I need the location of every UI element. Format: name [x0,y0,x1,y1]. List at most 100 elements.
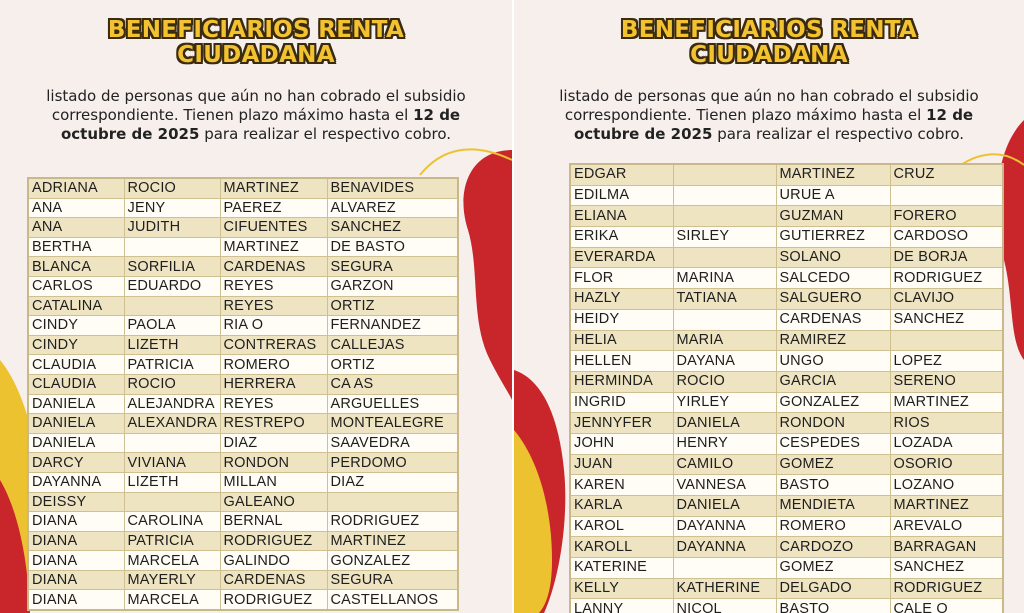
first-surname-cell: CARDENAS [219,256,328,277]
title-line-1: BENEFICIARIOS RENTA [620,17,918,43]
second-surname-cell [889,329,1004,352]
table-row: EDGAR MARTINEZ CRUZ [569,163,1004,186]
table-row: KARLA DANIELA MENDIETA MARTINEZ [569,495,1004,517]
yellow-curve-line [419,148,512,176]
second-name-cell [672,184,777,207]
second-name-cell: DANIELA [672,495,777,517]
first-surname-cell: RONDON [775,412,891,434]
first-name-cell: FLOR [569,267,674,290]
second-surname-cell: SANCHEZ [889,308,1004,331]
table-row: CLAUDIA PATRICIA ROMERO ORTIZ [27,354,459,375]
first-name-cell: ELIANA [569,205,674,228]
table-row: ERIKA SIRLEY GUTIERREZ CARDOSO [569,226,1004,248]
table-row: DIANA MAYERLY CARDENAS SEGURA [27,569,459,591]
first-surname-cell: REYES [219,393,328,415]
second-name-cell: ALEXANDRA [123,413,221,434]
second-name-cell: PAOLA [123,315,221,336]
subtitle: listado de personas que aún no han cobra… [534,87,1004,144]
table-row: DARCY VIVIANA RONDON PERDOMO [27,452,459,473]
table-row: INGRID YIRLEY GONZALEZ MARTINEZ [569,391,1004,414]
table-row: DIANA CAROLINA BERNAL RODRIGUEZ [27,511,459,532]
subtitle-text-end: para realizar el respectivo cobro. [199,125,452,143]
table-row: DIANA MARCELA RODRIGUEZ CASTELLANOS [27,589,459,611]
table-row: ANA JENY PAEREZ ALVAREZ [27,197,459,219]
second-surname-cell: SANCHEZ [889,557,1004,579]
second-name-cell [672,163,777,186]
first-surname-cell: REYES [219,275,328,297]
first-surname-cell: RESTREPO [219,413,328,434]
first-surname-cell: SALCEDO [775,267,891,290]
first-surname-cell: GOMEZ [775,557,891,579]
first-name-cell: KELLY [569,577,674,600]
first-name-cell: DANIELA [27,413,125,434]
table-row: KAROLL DAYANNA CARDOZO BARRAGAN [569,536,1004,559]
second-surname-cell: ORTIZ [326,295,459,317]
table-row: LANNY NICOL BASTO CALE O [569,598,1004,613]
first-surname-cell: MARTINEZ [775,163,891,186]
table-row: DEISSY GALEANO [27,491,459,513]
first-surname-cell: DIAZ [219,432,328,454]
second-surname-cell: CA AS [326,373,459,395]
second-name-cell: DANIELA [672,412,777,434]
first-name-cell: HAZLY [569,288,674,310]
first-surname-cell: GONZALEZ [775,391,891,414]
first-surname-cell: BASTO [775,598,891,613]
table-row: DIANA MARCELA GALINDO GONZALEZ [27,550,459,571]
second-surname-cell [326,491,459,513]
first-name-cell: CATALINA [27,295,125,317]
first-name-cell: LANNY [569,598,674,613]
table-row: ANA JUDITH CIFUENTES SANCHEZ [27,217,459,238]
second-name-cell [123,236,221,258]
second-surname-cell: FORERO [889,205,1004,228]
second-name-cell: ROCIO [672,370,777,393]
second-name-cell: MARCELA [123,589,221,611]
second-surname-cell: LOZANO [889,474,1004,496]
second-name-cell: TATIANA [672,288,777,310]
first-name-cell: DAYANNA [27,471,125,493]
title-line-2: CIUDADANA [177,42,335,68]
second-name-cell [672,246,777,269]
deadline-date: 12 de octubre de 2025 [60,106,461,143]
table-row: DANIELA DIAZ SAAVEDRA [27,432,459,454]
second-name-cell: PATRICIA [123,530,221,552]
second-surname-cell: DIAZ [326,471,459,493]
second-surname-cell: MONTEALEGRE [326,413,459,434]
first-surname-cell: CIFUENTES [219,217,328,238]
subtitle: listado de personas que aún no han cobra… [20,87,492,144]
first-name-cell: INGRID [569,391,674,414]
table-row: FLOR MARINA SALCEDO RODRIGUEZ [569,267,1004,290]
second-surname-cell: SAAVEDRA [326,432,459,454]
second-surname-cell: MARTINEZ [889,495,1004,517]
second-surname-cell: ORTIZ [326,354,459,375]
first-name-cell: ADRIANA [27,177,125,199]
table-row: CINDY LIZETH CONTRERAS CALLEJAS [27,334,459,356]
first-surname-cell: CESPEDES [775,432,891,455]
table-row: KAREN VANNESA BASTO LOZANO [569,474,1004,496]
first-name-cell: JUAN [569,453,674,476]
first-surname-cell: GALEANO [219,491,328,513]
second-surname-cell: MARTINEZ [889,391,1004,414]
second-name-cell: HENRY [672,432,777,455]
second-name-cell: VANNESA [672,474,777,496]
second-name-cell: DAYANNA [672,515,777,538]
second-name-cell: MAYERLY [123,569,221,591]
red-blob-left [0,480,30,613]
table-row: EVERARDA SOLANO DE BORJA [569,246,1004,269]
table-row: HAZLY TATIANA SALGUERO CLAVIJO [569,288,1004,310]
second-name-cell: DAYANA [672,350,777,372]
first-name-cell: CLAUDIA [27,373,125,395]
second-name-cell [123,491,221,513]
first-surname-cell: CONTRERAS [219,334,328,356]
first-surname-cell: PAEREZ [219,197,328,219]
title-line-2: CIUDADANA [690,42,848,68]
second-surname-cell: BARRAGAN [889,536,1004,559]
table-row: JENNYFER DANIELA RONDON RIOS [569,412,1004,434]
first-surname-cell: DELGADO [775,577,891,600]
table-row: KATERINE GOMEZ SANCHEZ [569,557,1004,579]
first-name-cell: KARLA [569,495,674,517]
table-row: DANIELA ALEXANDRA RESTREPO MONTEALEGRE [27,413,459,434]
table-row: EDILMA URUE A [569,184,1004,207]
first-name-cell: CINDY [27,315,125,336]
first-name-cell: CINDY [27,334,125,356]
second-name-cell: KATHERINE [672,577,777,600]
